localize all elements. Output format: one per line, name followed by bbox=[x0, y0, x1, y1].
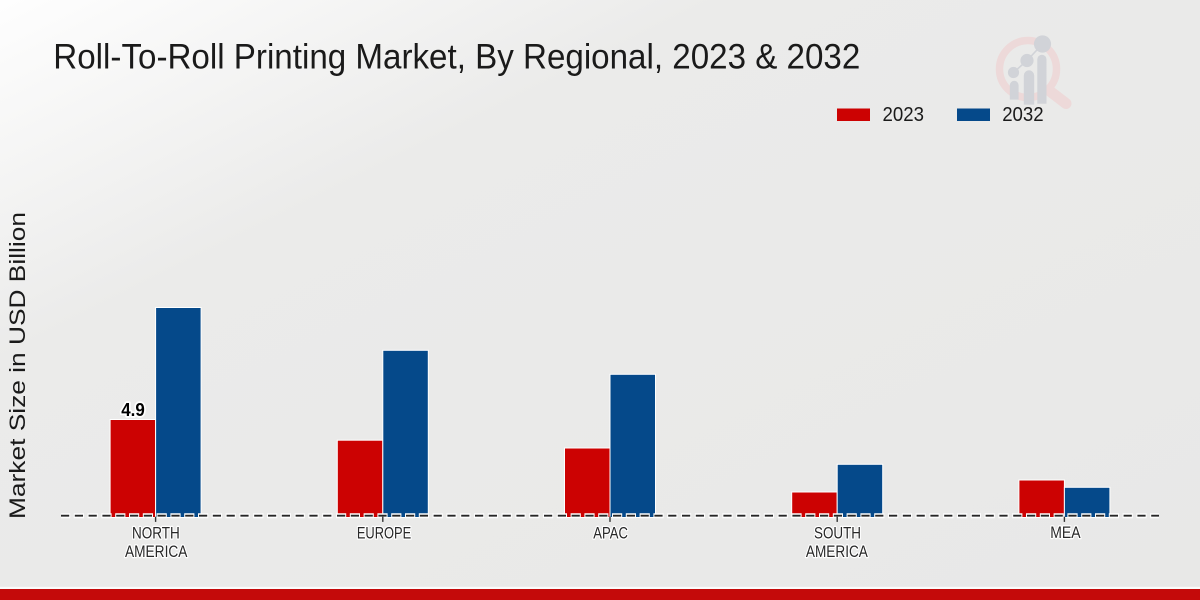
svg-text:APAC: APAC bbox=[593, 523, 628, 542]
svg-text:SOUTH: SOUTH bbox=[814, 523, 861, 542]
svg-text:Market Size in USD Billion: Market Size in USD Billion bbox=[5, 212, 30, 519]
svg-text:EUROPE: EUROPE bbox=[357, 523, 411, 542]
svg-text:2032: 2032 bbox=[1002, 104, 1043, 126]
svg-text:AMERICA: AMERICA bbox=[806, 542, 869, 561]
svg-text:AMERICA: AMERICA bbox=[125, 542, 188, 561]
svg-text:4.9: 4.9 bbox=[121, 400, 145, 420]
svg-text:NORTH: NORTH bbox=[132, 523, 180, 542]
svg-text:MEA: MEA bbox=[1050, 523, 1081, 542]
svg-text:2023: 2023 bbox=[883, 104, 925, 126]
svg-text:Roll-To-Roll Printing Market,: Roll-To-Roll Printing Market, By Regiona… bbox=[53, 37, 860, 76]
